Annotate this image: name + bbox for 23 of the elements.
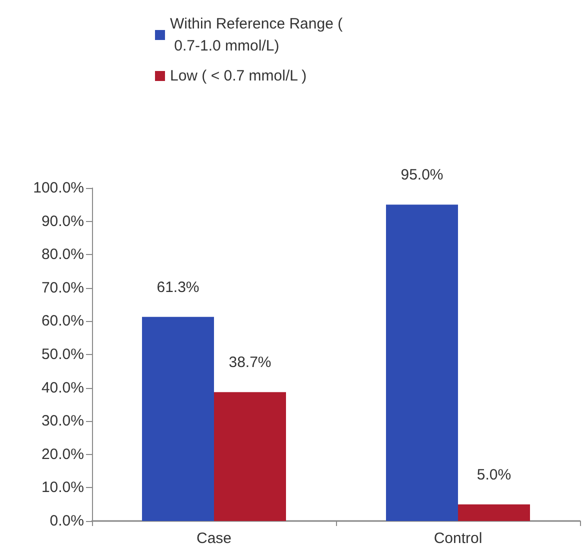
y-tick-label: 60.0% [41, 312, 84, 330]
data-label: 95.0% [400, 166, 444, 184]
y-tick-label: 70.0% [41, 279, 84, 296]
x-tick-label: Case [196, 530, 232, 547]
y-tick-label: 90.0% [41, 212, 84, 230]
y-tick-label: 40.0% [41, 379, 84, 396]
bar [386, 204, 458, 521]
legend-label: Low ( < 0.7 mmol/L ) [170, 68, 307, 84]
bar [214, 392, 286, 521]
x-tick-label: Control [434, 530, 482, 547]
data-label: 5.0% [476, 466, 512, 484]
data-label: 38.7% [228, 354, 272, 372]
bar [458, 504, 530, 521]
y-tick-label: 50.0% [41, 346, 84, 363]
y-tick-label: 30.0% [41, 412, 84, 430]
data-label: 61.3% [156, 278, 200, 296]
bar [142, 316, 214, 521]
y-tick-label: 80.0% [41, 246, 84, 264]
y-tick-label: 0.0% [50, 512, 84, 530]
y-tick-label: 20.0% [41, 446, 84, 463]
y-tick-label: 100.0% [33, 180, 84, 196]
y-tick-label: 10.0% [41, 479, 84, 496]
legend-label: Within Reference Range ( 0.7-1.0 mmol/L) [170, 16, 343, 54]
